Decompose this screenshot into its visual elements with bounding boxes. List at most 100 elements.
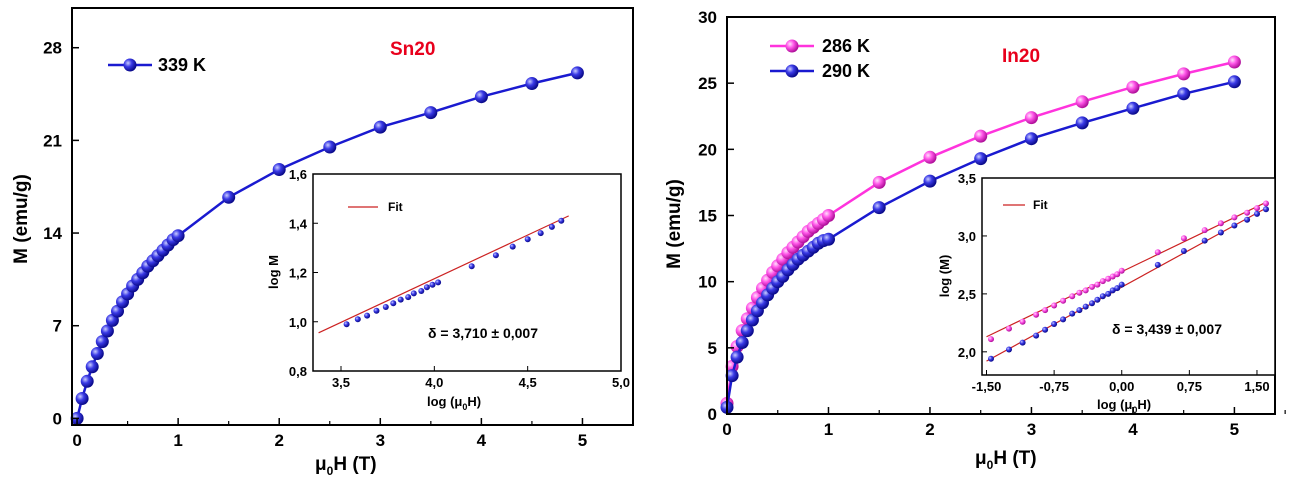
left-inset-annotation: δ = 3,710 ± 0,007 — [428, 325, 538, 341]
left-data-point — [525, 77, 539, 90]
left-data-point — [570, 66, 584, 80]
left-y-tick-label: 28 — [43, 39, 62, 58]
left-axes: 0 1 2 3 4 5 0 7 14 21 28 — [43, 39, 634, 450]
left-data-point — [474, 90, 488, 104]
left-legend-marker — [123, 58, 137, 72]
right-inset-x-label: log (μ0H) — [1097, 397, 1151, 415]
left-inset-x-tick-label: 3,5 — [332, 375, 350, 390]
right-legend-label-1: 286 K — [822, 36, 870, 56]
right-inset-data-point — [1263, 200, 1269, 207]
left-inset-data-point — [390, 300, 397, 307]
right-inset-data-point — [1094, 296, 1101, 303]
right-inset-data-point — [1060, 297, 1067, 304]
left-inset-data-point — [429, 281, 436, 288]
left-inset-x-tick-label: 4,0 — [425, 375, 443, 390]
left-series-layer — [70, 66, 584, 425]
right-inset: -1,50 -0,75 0,00 0,75 1,50 2,0 2,5 3,0 3,5 Fit δ… — [937, 171, 1276, 415]
left-inset-data-point — [423, 284, 430, 291]
left-inset-data-point — [537, 230, 544, 237]
left-data-point — [75, 392, 89, 405]
right-inset-data-point — [1231, 214, 1238, 221]
right-inset-data-point — [1201, 227, 1208, 234]
left-data-point — [323, 140, 337, 154]
right-inset-y-tick-label: 2,5 — [958, 287, 976, 302]
left-data-point — [222, 190, 236, 204]
right-x-tick-label: 3 — [1027, 420, 1036, 439]
right-x-axis-label: μ0H (T) — [975, 448, 1037, 472]
right-inset-data-point — [1006, 346, 1012, 353]
right-inset-data-point — [1033, 311, 1040, 318]
left-y-axis-label: M (emu/g) — [11, 174, 32, 264]
right-x-tick-label: 4 — [1128, 420, 1138, 439]
left-x-tick-label: 4 — [477, 431, 487, 450]
right-data-point — [740, 324, 754, 338]
right-inset-data-point — [1099, 293, 1106, 300]
left-inset-y-tick-label: 1,4 — [289, 216, 308, 231]
right-inset-data-point — [1060, 316, 1067, 323]
right-data-point — [1126, 80, 1140, 94]
left-inset-y-tick-label: 1,2 — [289, 266, 307, 281]
right-inset-data-point — [1109, 273, 1116, 280]
right-data-point — [872, 175, 886, 189]
left-y-tick-label: 14 — [43, 224, 62, 243]
right-inset-data-point — [1089, 300, 1095, 307]
right-data-point — [1075, 116, 1089, 130]
right-inset-data-point — [1082, 287, 1089, 294]
left-data-point — [171, 229, 185, 243]
right-inset-data-point — [1105, 290, 1112, 297]
right-inset-y-tick-label: 3,0 — [958, 229, 976, 244]
right-legend-label-2: 290 K — [822, 61, 870, 81]
left-x-tick-label: 2 — [274, 431, 283, 450]
right-inset-data-point — [988, 355, 994, 362]
right-panel-title: In20 — [1002, 46, 1040, 67]
left-inset-data-point — [548, 223, 555, 230]
right-inset-data-point — [1042, 307, 1049, 314]
left-x-tick-label: 0 — [72, 431, 81, 450]
right-y-axis-label: M (emu/g) — [664, 179, 685, 269]
right-inset-data-point — [1263, 206, 1269, 213]
left-data-point — [85, 360, 99, 374]
right-inset-data-point — [1254, 210, 1260, 217]
left-y-tick-label: 7 — [53, 317, 62, 336]
left-y-tick-label: 21 — [43, 131, 62, 150]
left-inset-fit-line-1 — [318, 215, 569, 334]
right-axes: 0 1 2 3 4 5 0 5 10 15 20 25 30 — [698, 8, 1286, 439]
right-inset-data-point — [1019, 318, 1026, 325]
right-data-point — [1177, 87, 1191, 101]
right-data-point — [1075, 95, 1089, 109]
left-x-tick-label: 3 — [376, 431, 385, 450]
right-inset-data-point — [1069, 310, 1076, 317]
right-data-point — [974, 129, 988, 143]
right-inset-data-point — [1217, 229, 1224, 236]
right-inset-data-point — [1019, 339, 1026, 346]
left-inset-data-point — [343, 321, 350, 328]
right-inset-data-point — [1082, 303, 1089, 310]
right-inset-x-tick-label: 0,75 — [1177, 379, 1202, 394]
left-data-point — [424, 106, 438, 120]
right-inset-data-point — [1076, 307, 1083, 314]
left-inset-data-point — [524, 236, 531, 243]
left-inset-data-point — [492, 252, 499, 259]
right-inset-data-point — [1254, 205, 1260, 212]
left-inset-y-tick-label: 0,8 — [289, 364, 307, 379]
left-inset-data-point — [558, 217, 565, 224]
right-data-point — [1024, 132, 1038, 146]
right-data-point — [735, 336, 749, 349]
left-inset-data-point — [410, 290, 417, 297]
left-inset-x-tick-label: 4,5 — [519, 375, 537, 390]
right-inset-y-label: log (M) — [937, 255, 952, 298]
right-y-tick-label: 10 — [698, 273, 717, 292]
right-inset-x-tick-label: -1,50 — [972, 379, 1002, 394]
left-legend: 339 K — [108, 55, 206, 75]
right-inset-data-point — [1051, 302, 1058, 309]
right-inset-data-point — [1201, 237, 1208, 244]
right-inset-data-point — [1094, 281, 1101, 288]
right-legend-marker-1 — [785, 39, 799, 53]
right-inset-y-tick-label: 2,0 — [958, 345, 976, 360]
right-inset-x-tick-label: 1,50 — [1244, 379, 1269, 394]
right-inset-data-point — [1118, 267, 1125, 274]
right-data-point — [725, 369, 739, 383]
right-data-point — [1126, 101, 1140, 115]
right-data-point — [1177, 67, 1191, 81]
left-inset-data-point — [397, 296, 404, 303]
